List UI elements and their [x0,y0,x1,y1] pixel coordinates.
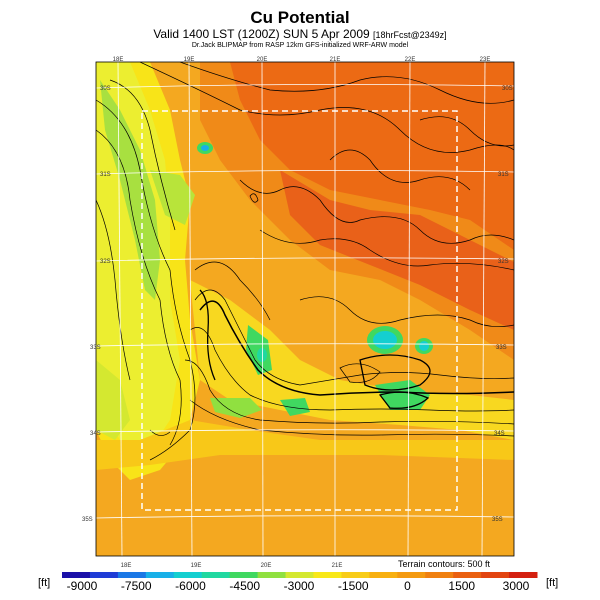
lat-label-left: 30S [100,86,111,92]
colorbar-swatch [369,572,398,578]
colorbar-swatch [117,572,147,578]
colorbar-tick-label: -3000 [283,579,315,593]
valid-time-subtitle: Valid 1400 LST (1200Z) SUN 5 Apr 2009 [1… [0,27,600,41]
colorbar-tick-label: -7500 [120,579,152,593]
lat-label-right: 33S [496,345,507,351]
lon-label-top: 19E [184,57,195,63]
colorbar-swatch [145,572,175,578]
colorbar-tick-label: 1500 [448,579,476,593]
lon-label-bottom: 18E [121,563,132,569]
colorbar-swatch [341,572,370,578]
colorbar [62,572,538,578]
model-credit: Dr.Jack BLIPMAP from RASP 12km GFS-initi… [191,42,409,49]
valid-time-text: Valid 1400 LST (1200Z) SUN 5 Apr 2009 [153,27,373,41]
inner-domain-box [141,110,458,511]
colorbar-swatch [201,572,231,578]
colorbar-tick-label: -6000 [175,579,206,593]
lon-label-bottom: 19E [191,563,202,569]
lon-label-top: 20E [257,57,268,63]
lon-label-top: 23E [480,57,491,63]
lat-label-right: 32S [498,259,509,265]
lat-label-right: 31S [498,172,509,178]
lon-label-top: 18E [113,57,124,63]
colorbar-swatch [229,572,259,578]
lon-label-top: 22E [405,57,416,63]
colorbar-tick-label: -4500 [229,579,261,593]
lat-label-left: 31S [100,172,111,178]
lat-label-right: 30S [502,86,513,92]
colorbar-unit-right: [ft] [546,577,559,589]
lon-label-top: 21E [330,57,341,63]
colorbar-unit-left: [ft] [38,577,51,589]
colorbar-swatch [453,572,482,578]
lat-label-left: 33S [90,345,101,351]
colorbar-tick-label: 0 [404,579,411,593]
colorbar-tick-label: -9000 [66,579,98,593]
colorbar-swatch [481,572,510,578]
map-frame [95,61,515,557]
map-title: Cu Potential [250,8,350,27]
colorbar-swatch [425,572,454,578]
colorbar-swatch [257,572,287,578]
lon-label-bottom: 21E [332,563,343,569]
lat-label-left: 32S [100,259,111,265]
lon-label-bottom: 20E [261,563,272,569]
terrain-contours-note: Terrain contours: 500 ft [398,559,491,569]
colorbar-swatch [397,572,426,578]
terrain-contours [96,62,514,461]
colorbar-swatch [313,572,342,578]
lat-label-right: 35S [492,517,503,523]
lat-label-left: 35S [82,517,93,523]
colorbar-swatch [62,572,91,578]
colorbar-swatch [509,572,538,578]
lat-label-left: 34S [90,431,101,437]
colorbar-tick-label: 3000 [502,579,530,593]
lat-label-right: 34S [494,431,505,437]
colorbar-swatch [285,572,314,578]
forecast-tag: [18hrFcst@2349z] [373,30,447,40]
colorbar-swatch [89,572,119,578]
colorbar-swatch [173,572,203,578]
colorbar-tick-label: -1500 [337,579,369,593]
